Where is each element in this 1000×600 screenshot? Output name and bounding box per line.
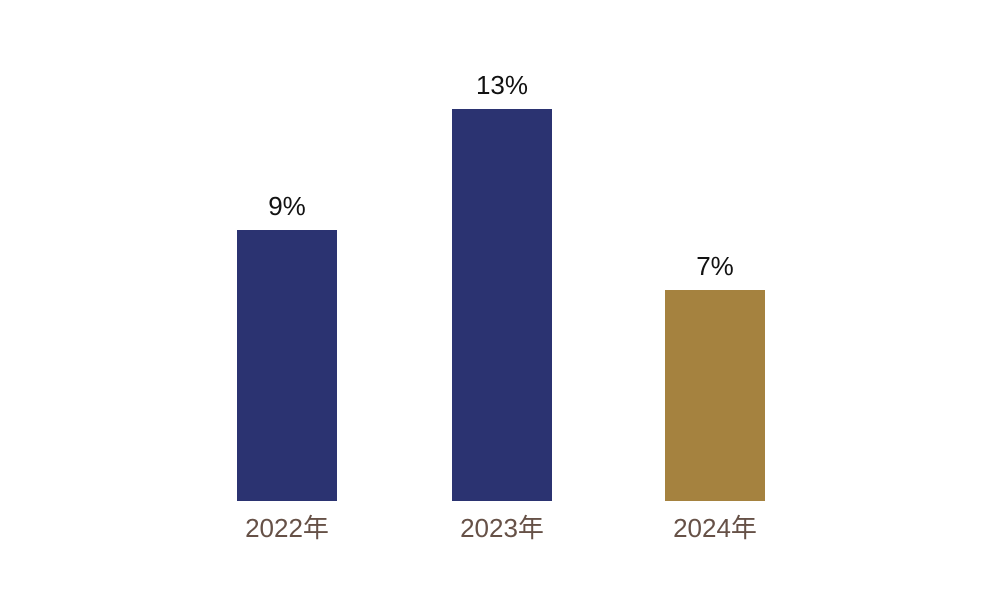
value-label-2023年: 13%	[475, 70, 529, 100]
x-axis-label-2022年: 2022年	[245, 513, 329, 543]
x-axis-label-2024年: 2024年	[673, 513, 757, 543]
x-axis-label-2023年: 2023年	[460, 513, 544, 543]
value-label-2024年: 7%	[696, 251, 734, 281]
bar-2023年	[452, 109, 552, 501]
bar-2022年	[237, 230, 337, 501]
bar-2024年	[665, 290, 765, 501]
value-label-2022年: 9%	[268, 191, 306, 221]
